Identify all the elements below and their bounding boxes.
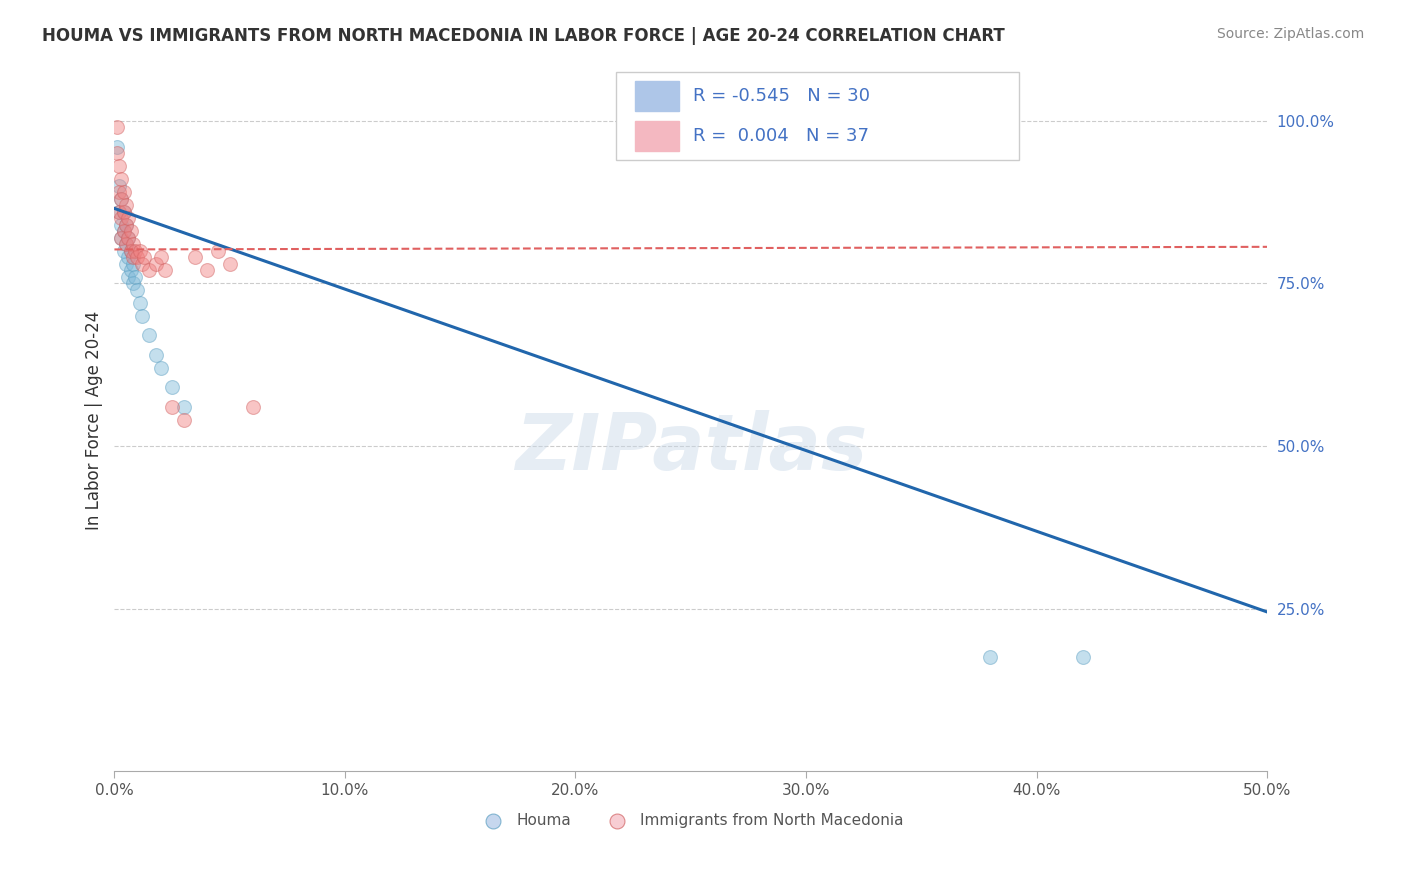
Point xyxy=(115,237,138,252)
Point xyxy=(112,185,135,199)
Point xyxy=(138,263,160,277)
Text: R =  0.004   N = 37: R = 0.004 N = 37 xyxy=(693,128,869,145)
Point xyxy=(105,120,128,134)
Point xyxy=(173,400,195,414)
Point xyxy=(115,218,138,232)
Point xyxy=(121,257,143,271)
Bar xyxy=(636,81,679,111)
Point xyxy=(117,211,139,226)
Point xyxy=(115,237,138,252)
Text: R = -0.545   N = 30: R = -0.545 N = 30 xyxy=(693,87,870,104)
Point xyxy=(195,263,218,277)
Point xyxy=(112,204,135,219)
Point xyxy=(128,244,150,258)
Point xyxy=(184,250,207,264)
Point xyxy=(117,269,139,284)
Point xyxy=(112,224,135,238)
Point xyxy=(153,263,176,277)
Point xyxy=(112,244,135,258)
Point xyxy=(110,231,132,245)
Point xyxy=(108,159,131,173)
FancyBboxPatch shape xyxy=(616,72,1019,160)
Point xyxy=(110,172,132,186)
Point xyxy=(120,244,142,258)
Point xyxy=(110,192,132,206)
Point xyxy=(131,257,153,271)
Text: Source: ZipAtlas.com: Source: ZipAtlas.com xyxy=(1216,27,1364,41)
Y-axis label: In Labor Force | Age 20-24: In Labor Force | Age 20-24 xyxy=(86,310,103,530)
Point xyxy=(108,178,131,193)
Point xyxy=(160,380,183,394)
Point xyxy=(108,204,131,219)
Point xyxy=(105,146,128,161)
Point xyxy=(105,139,128,153)
Point xyxy=(131,309,153,323)
Point xyxy=(115,257,138,271)
Point xyxy=(207,244,229,258)
Point xyxy=(110,192,132,206)
Point xyxy=(120,244,142,258)
Point xyxy=(242,400,264,414)
Point xyxy=(120,224,142,238)
Point xyxy=(121,237,143,252)
Text: ZIPatlas: ZIPatlas xyxy=(515,410,868,486)
Point xyxy=(149,360,172,375)
Point xyxy=(218,257,240,271)
Point xyxy=(112,204,135,219)
Point xyxy=(127,250,149,264)
Point xyxy=(134,250,156,264)
Point xyxy=(112,224,135,238)
Point xyxy=(121,277,143,291)
Point xyxy=(110,231,132,245)
Text: HOUMA VS IMMIGRANTS FROM NORTH MACEDONIA IN LABOR FORCE | AGE 20-24 CORRELATION : HOUMA VS IMMIGRANTS FROM NORTH MACEDONIA… xyxy=(42,27,1005,45)
Point xyxy=(108,204,131,219)
Point xyxy=(120,263,142,277)
Point xyxy=(115,218,138,232)
Point xyxy=(110,218,132,232)
Legend: Houma, Immigrants from North Macedonia: Houma, Immigrants from North Macedonia xyxy=(472,806,910,834)
Point xyxy=(115,198,138,212)
Point xyxy=(149,250,172,264)
Point xyxy=(124,244,146,258)
Point xyxy=(121,250,143,264)
Point xyxy=(1071,650,1094,665)
Point xyxy=(117,231,139,245)
Point xyxy=(128,295,150,310)
Point xyxy=(160,400,183,414)
Point xyxy=(979,650,1001,665)
Point xyxy=(117,231,139,245)
Point xyxy=(138,328,160,343)
Point xyxy=(108,185,131,199)
Point xyxy=(173,413,195,427)
Point xyxy=(145,348,167,362)
Bar xyxy=(636,121,679,151)
Point xyxy=(124,269,146,284)
Point xyxy=(127,283,149,297)
Point xyxy=(110,211,132,226)
Point xyxy=(117,250,139,264)
Point xyxy=(145,257,167,271)
